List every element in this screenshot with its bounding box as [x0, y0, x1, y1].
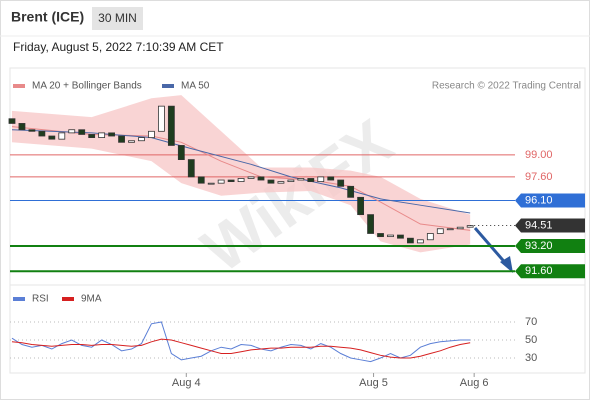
candle — [377, 233, 384, 238]
candle — [347, 185, 355, 198]
candle — [58, 132, 66, 140]
legend-swatch — [13, 84, 25, 88]
indicator-line — [11, 321, 471, 363]
candle — [307, 178, 315, 183]
candle — [227, 179, 235, 183]
level-box — [515, 264, 585, 279]
candle — [267, 179, 275, 184]
candle — [118, 135, 125, 143]
candle — [138, 137, 145, 142]
credit: Research © 2022 Trading Central — [432, 81, 581, 92]
candle — [158, 105, 165, 132]
timeframe[interactable]: 30 MIN — [98, 11, 137, 25]
y-tick-label: 30 — [525, 352, 537, 364]
x-tick-label: Aug 4 — [172, 377, 201, 389]
legend-swatch — [62, 297, 74, 301]
legend-label: RSI — [32, 294, 49, 305]
timeframe-button[interactable] — [92, 7, 143, 30]
candle — [426, 233, 434, 241]
x-tick-label: Aug 6 — [460, 377, 489, 389]
legend-swatch — [162, 84, 174, 88]
y-tick-label: 70 — [525, 316, 537, 328]
level-box — [515, 239, 585, 254]
candle — [456, 226, 464, 230]
level-box — [515, 193, 585, 208]
candle — [257, 176, 265, 181]
level-label: 91.60 — [525, 265, 553, 277]
legend-swatch — [13, 297, 25, 301]
x-tick-label: Aug 5 — [359, 377, 388, 389]
candle — [197, 176, 205, 184]
level-label: 96.10 — [525, 194, 553, 206]
bollinger-band — [11, 95, 471, 253]
candle — [357, 196, 365, 216]
candle — [416, 239, 424, 244]
level-box — [515, 218, 585, 233]
arrow-head — [500, 256, 513, 273]
y-tick-label: 50 — [525, 334, 537, 346]
legend-label: MA 50 — [181, 81, 210, 92]
date: Friday, August 5, 2022 7:10:39 AM CET — [13, 40, 224, 54]
candle — [108, 132, 115, 137]
candle — [327, 176, 335, 181]
candle — [167, 105, 175, 146]
level-label: 94.51 — [525, 219, 553, 231]
candle — [397, 234, 404, 239]
candle — [187, 159, 195, 178]
candle — [177, 145, 185, 161]
candle — [38, 130, 46, 137]
candle — [128, 140, 135, 143]
level-label: 93.20 — [525, 240, 553, 252]
candle — [446, 228, 454, 231]
legend-label: MA 20 + Bollinger Bands — [32, 81, 142, 92]
level-label: 99.00 — [525, 149, 553, 161]
candle — [287, 179, 295, 183]
candle — [317, 176, 325, 183]
candle — [48, 135, 56, 140]
candle — [297, 178, 305, 181]
candle — [436, 228, 444, 234]
candle — [407, 237, 414, 244]
candle — [98, 132, 106, 138]
candle — [466, 225, 474, 228]
candle — [217, 179, 225, 184]
candle — [88, 134, 96, 138]
candle — [237, 178, 245, 183]
candle — [207, 182, 215, 185]
candle — [18, 123, 26, 131]
candle — [387, 234, 394, 238]
legend-label: 9MA — [81, 294, 102, 305]
candle — [78, 129, 86, 135]
indicator-line — [11, 338, 471, 359]
title: Brent (ICE) — [11, 9, 84, 25]
candle — [367, 214, 374, 234]
candle — [337, 179, 345, 187]
ma-line — [11, 129, 471, 214]
candle — [28, 129, 36, 132]
candle — [247, 176, 255, 179]
candle — [277, 181, 285, 184]
candle — [148, 130, 155, 138]
candle — [8, 118, 16, 124]
candle — [68, 129, 76, 134]
level-label: 97.60 — [525, 171, 553, 183]
